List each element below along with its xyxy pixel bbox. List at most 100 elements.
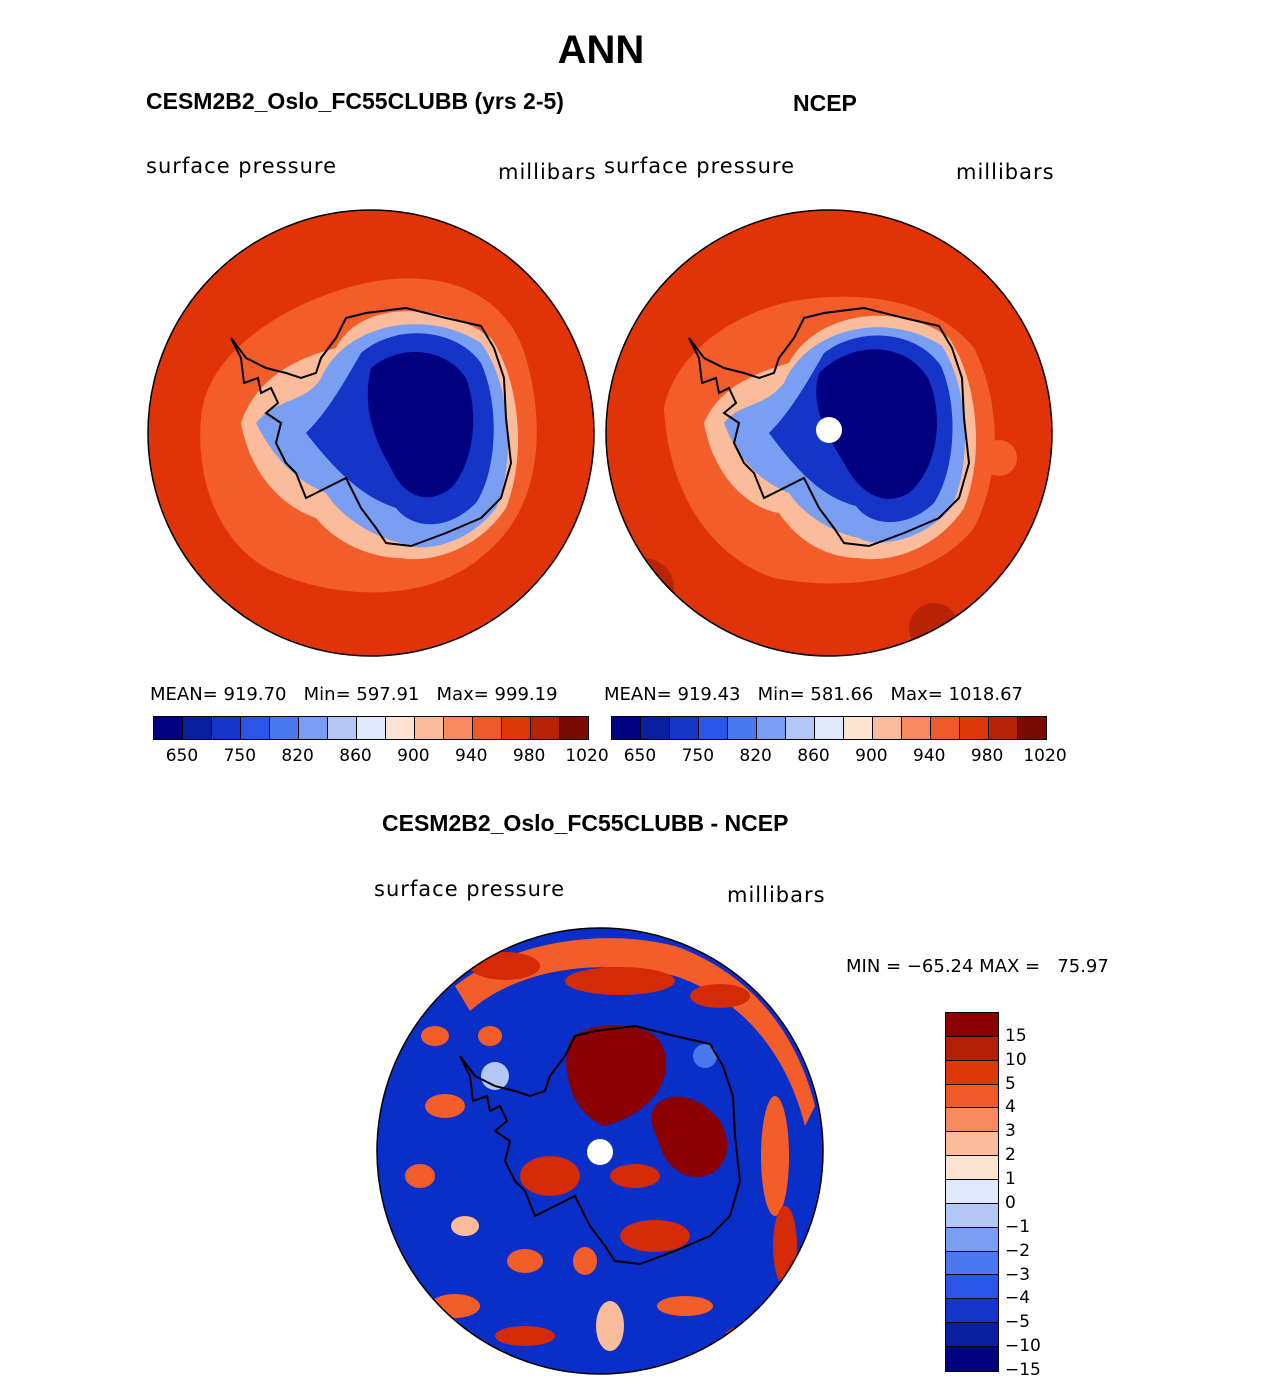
panel-2-colorbar [611, 716, 1047, 740]
panel-2-variable: surface pressure [604, 154, 795, 178]
diff-colorbar-tick-label: −1 [1005, 1216, 1031, 1237]
diff-colorbar-tick-label: 5 [1005, 1073, 1016, 1094]
colorbar-tick-label: 750 [223, 746, 257, 766]
colorbar-swatch [786, 717, 815, 739]
diff-colorbar-swatch [946, 1060, 998, 1085]
colorbar-swatch [502, 717, 531, 739]
diff-colorbar-tick-label: −4 [1005, 1288, 1031, 1309]
diff-colorbar-swatch [946, 1227, 998, 1252]
panel-1-stats: MEAN= 919.70 Min= 597.91 Max= 999.19 [150, 684, 558, 705]
colorbar-swatch [560, 717, 588, 739]
diff-colorbar-tick-label: −10 [1005, 1336, 1041, 1357]
colorbar-tick-label: 860 [797, 746, 830, 766]
diff-colorbar-tick-label: 10 [1005, 1049, 1027, 1070]
colorbar-swatch [670, 717, 699, 739]
diff-colorbar-tick-label: 3 [1005, 1121, 1016, 1142]
diff-colorbar-swatch [946, 1275, 998, 1300]
antarctica-coastline [688, 306, 971, 548]
colorbar-swatch [728, 717, 757, 739]
diff-colorbar-swatch [946, 1013, 998, 1037]
positive-extension [651, 1096, 728, 1177]
panel-1-colorbar [153, 716, 589, 740]
colorbar-swatch [473, 717, 502, 739]
colorbar-tick-label: 820 [739, 746, 772, 766]
diff-colorbar-swatch [946, 1347, 998, 1371]
diff-colorbar-tick-label: 1 [1005, 1169, 1016, 1190]
colorbar-swatch [183, 717, 212, 739]
diff-colorbar [945, 1012, 999, 1372]
colorbar-swatch [641, 717, 670, 739]
colorbar-swatch [444, 717, 473, 739]
colorbar-swatch [328, 717, 357, 739]
antarctica-coastline [459, 1024, 742, 1266]
diff-colorbar-swatch [946, 1132, 998, 1157]
colorbar-swatch [415, 717, 444, 739]
diff-minmax: MIN = −65.24 MAX = 75.97 [846, 956, 1109, 977]
panel-2-stats: MEAN= 919.43 Min= 581.66 Max= 1018.67 [604, 684, 1023, 705]
colorbar-swatch [531, 717, 560, 739]
colorbar-swatch [844, 717, 873, 739]
diff-colorbar-swatch [946, 1180, 998, 1204]
diff-units: millibars [727, 883, 826, 907]
panel-2-units: millibars [956, 160, 1055, 184]
diff-colorbar-swatch [946, 1156, 998, 1181]
colorbar-swatch [873, 717, 902, 739]
ncep-polar-map [605, 209, 1053, 657]
diff-colorbar-tick-label: −15 [1005, 1360, 1041, 1380]
diff-colorbar-tick-label: 0 [1005, 1192, 1016, 1213]
panel-1-units: millibars [498, 160, 597, 184]
diff-colorbar-swatch [946, 1251, 998, 1276]
antarctica-coastline [230, 306, 513, 548]
colorbar-swatch [815, 717, 844, 739]
colorbar-tick-label: 900 [855, 746, 888, 766]
colorbar-tick-label: 1020 [1023, 746, 1067, 766]
colorbar-tick-label: 980 [970, 746, 1004, 766]
figure-title: ANN [557, 28, 645, 72]
colorbar-tick-label: 1020 [565, 746, 609, 766]
colorbar-swatch [386, 717, 415, 739]
colorbar-tick-label: 820 [281, 746, 314, 766]
plateau-deep-blue [816, 349, 937, 499]
colorbar-swatch [989, 717, 1018, 739]
diff-colorbar-tick-label: 4 [1005, 1097, 1016, 1118]
colorbar-swatch [960, 717, 989, 739]
diff-colorbar-tick-label: 15 [1005, 1025, 1027, 1046]
colorbar-swatch [154, 717, 183, 739]
colorbar-tick-label: 940 [455, 746, 488, 766]
panel-2-title: NCEP [793, 90, 857, 116]
colorbar-tick-label: 860 [339, 746, 372, 766]
plateau-deep-blue [367, 351, 474, 498]
diff-colorbar-tick-label: −3 [1005, 1264, 1031, 1285]
diff-title: CESM2B2_Oslo_FC55CLUBB - NCEP [382, 810, 789, 836]
model-polar-map [147, 209, 595, 657]
colorbar-tick-label: 750 [681, 746, 715, 766]
diff-colorbar-swatch [946, 1323, 998, 1348]
colorbar-tick-label: 900 [397, 746, 430, 766]
pole-missing-data [587, 1139, 613, 1165]
panel-1-title: CESM2B2_Oslo_FC55CLUBB (yrs 2-5) [146, 88, 564, 114]
diff-colorbar-swatch [946, 1108, 998, 1133]
colorbar-swatch [299, 717, 328, 739]
colorbar-swatch [612, 717, 641, 739]
diff-colorbar-tick-label: −2 [1005, 1240, 1031, 1261]
colorbar-tick-label: 650 [165, 746, 199, 766]
colorbar-tick-label: 940 [913, 746, 946, 766]
colorbar-tick-label: 980 [512, 746, 546, 766]
colorbar-tick-label: 650 [623, 746, 657, 766]
colorbar-swatch [757, 717, 786, 739]
diff-colorbar-swatch [946, 1084, 998, 1109]
colorbar-swatch [1018, 717, 1046, 739]
colorbar-swatch [212, 717, 241, 739]
colorbar-swatch [699, 717, 728, 739]
colorbar-swatch [241, 717, 270, 739]
diff-colorbar-tick-label: 2 [1005, 1145, 1016, 1166]
diff-variable: surface pressure [374, 877, 565, 901]
positive-core [566, 1025, 667, 1126]
diff-colorbar-swatch [946, 1299, 998, 1324]
diff-colorbar-tick-label: −5 [1005, 1312, 1031, 1333]
diff-colorbar-swatch [946, 1036, 998, 1061]
colorbar-swatch [931, 717, 960, 739]
pole-missing-data [816, 417, 842, 443]
difference-polar-map [376, 927, 824, 1375]
colorbar-swatch [270, 717, 299, 739]
